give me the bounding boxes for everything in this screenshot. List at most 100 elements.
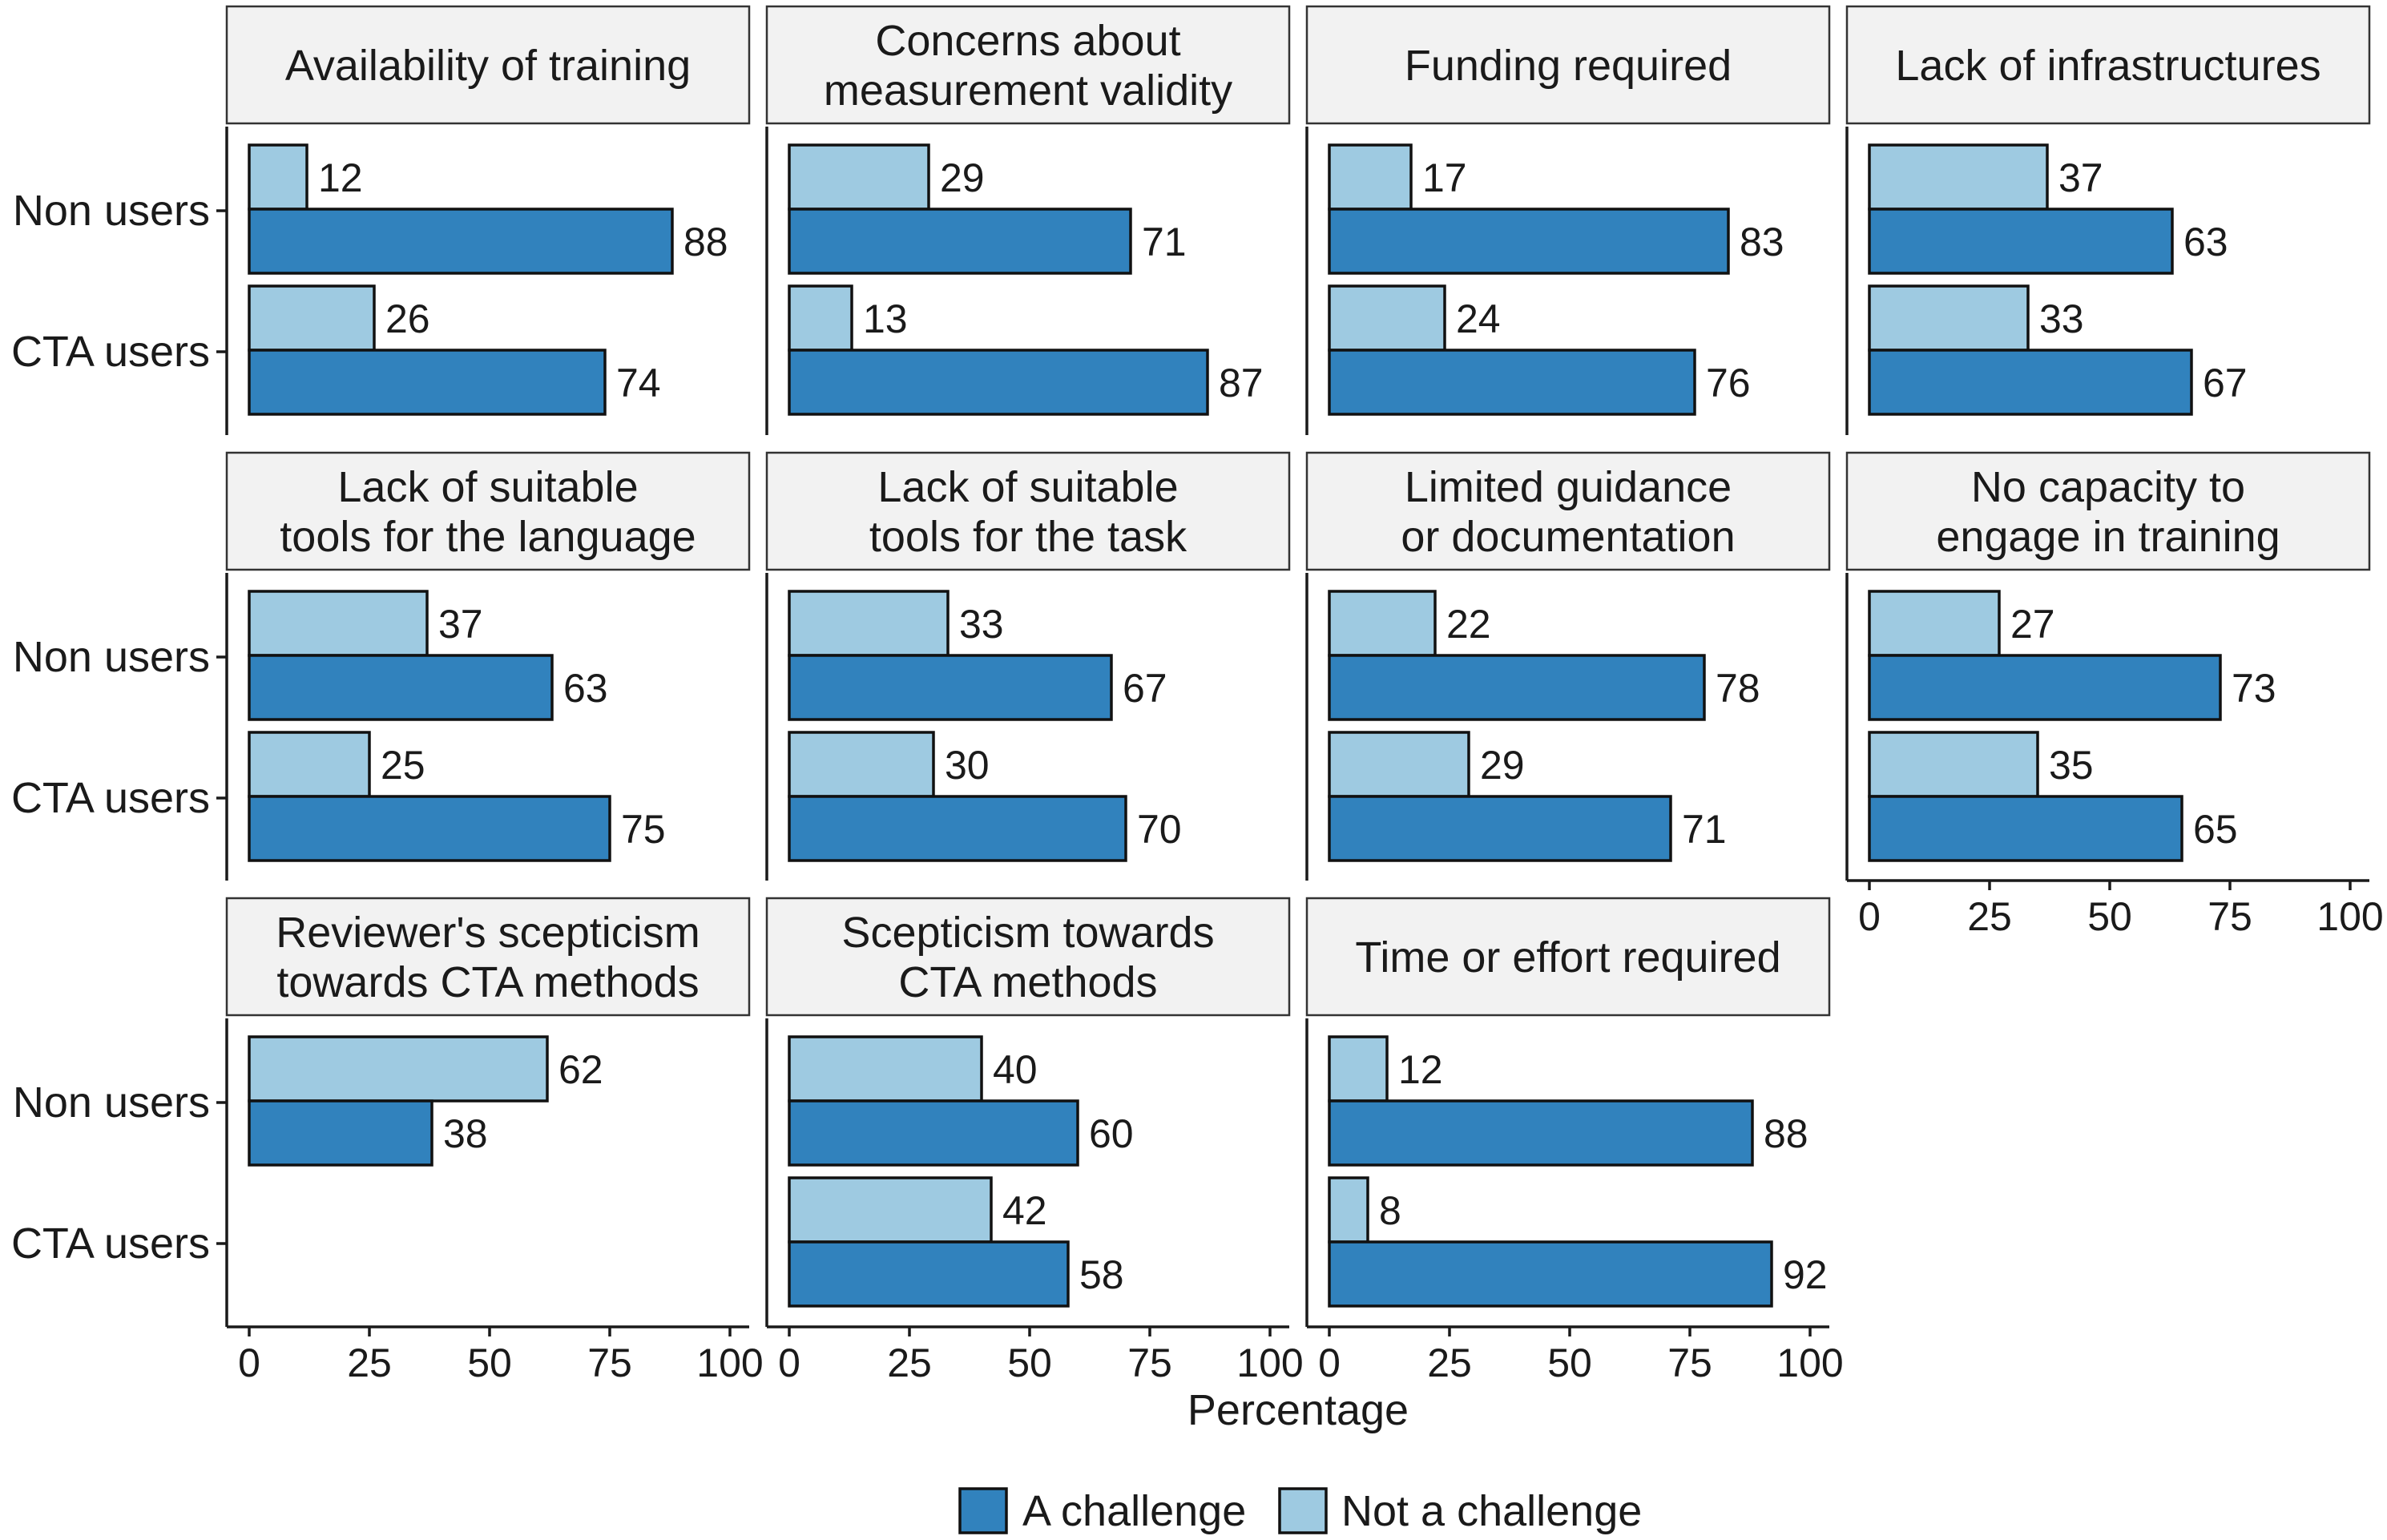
strip-background (225, 451, 751, 571)
bar-cta-users-a-challenge-label: 70 (1137, 807, 1182, 852)
bar-non-users-not-a-challenge (788, 143, 930, 211)
x-tick-label: 0 (1318, 1340, 1341, 1385)
bar-cta-users-not-a-challenge-label: 42 (1002, 1188, 1047, 1233)
bar-cta-users-a-challenge (1868, 795, 2183, 862)
bar-cta-users-a-challenge (1328, 1240, 1773, 1308)
strip-title: No capacity to (1971, 463, 2245, 511)
bar-cta-users-a-challenge-label: 58 (1079, 1252, 1124, 1297)
strip-title: Concerns about (875, 17, 1180, 65)
x-tick-label: 0 (1858, 894, 1881, 939)
strip-title: Limited guidance (1405, 463, 1732, 511)
bar-cta-users-a-challenge (788, 795, 1127, 862)
bar-non-users-a-challenge-label: 63 (563, 666, 608, 711)
bar-cta-users-a-challenge-label: 71 (1682, 807, 1727, 852)
row-label-cta-users: CTA users (11, 774, 210, 822)
strip-title: Lack of infrastructures (1895, 42, 2320, 90)
x-tick-label: 100 (696, 1340, 763, 1385)
bar-cta-users-a-challenge-label: 87 (1219, 361, 1264, 405)
bar-non-users-a-challenge-label: 88 (1764, 1111, 1808, 1156)
bar-non-users-not-a-challenge-label: 37 (438, 602, 483, 647)
bar-non-users-not-a-challenge (248, 1035, 549, 1103)
bar-non-users-not-a-challenge (788, 590, 950, 657)
strip-background (765, 897, 1291, 1017)
strip-background (1305, 5, 1831, 125)
strip-background (765, 5, 1291, 125)
bar-cta-users-a-challenge (1328, 795, 1672, 862)
x-tick-label: 25 (1967, 894, 2012, 939)
bar-cta-users-a-challenge (1328, 349, 1696, 416)
strip-title: Time or effort required (1355, 933, 1780, 982)
bar-cta-users-a-challenge-label: 74 (616, 361, 661, 405)
bar-non-users-not-a-challenge (248, 590, 429, 657)
bar-cta-users-not-a-challenge-label: 26 (385, 296, 430, 341)
bar-cta-users-a-challenge-label: 75 (621, 807, 666, 852)
bar-non-users-a-challenge (788, 654, 1113, 721)
strip-title: or documentation (1401, 513, 1735, 561)
bar-non-users-a-challenge-label: 71 (1142, 220, 1187, 264)
bar-non-users-not-a-challenge-label: 29 (940, 155, 985, 200)
legend-swatch-a-challenge (958, 1487, 1008, 1534)
bar-cta-users-a-challenge-label: 67 (2203, 361, 2248, 405)
row-label-non-users: Non users (13, 1078, 210, 1127)
bar-non-users-a-challenge (1328, 208, 1730, 275)
bar-non-users-a-challenge-label: 78 (1716, 666, 1760, 711)
bar-non-users-not-a-challenge-label: 22 (1446, 602, 1491, 647)
bar-cta-users-not-a-challenge (788, 284, 853, 352)
bar-cta-users-not-a-challenge (788, 1176, 993, 1244)
bar-cta-users-a-challenge (1868, 349, 2193, 416)
strip-title: measurement validity (824, 67, 1232, 115)
strip-background (225, 897, 751, 1017)
panel: Funding required 17 83 24 76 (1305, 5, 1831, 435)
strip-background (225, 5, 751, 125)
x-tick-label: 25 (1427, 1340, 1472, 1385)
bar-non-users-a-challenge-label: 63 (2183, 220, 2228, 264)
legend-label-not-a-challenge: Not a challenge (1341, 1487, 1642, 1535)
row-label-cta-users: CTA users (11, 1220, 210, 1268)
bar-cta-users-not-a-challenge-label: 8 (1379, 1188, 1401, 1233)
bar-non-users-a-challenge-label: 60 (1089, 1111, 1134, 1156)
strip-title: towards CTA methods (276, 958, 699, 1006)
bar-non-users-a-challenge-label: 88 (683, 220, 728, 264)
bar-cta-users-a-challenge-label: 65 (2193, 807, 2238, 852)
bar-cta-users-a-challenge (788, 349, 1209, 416)
strip-title: tools for the task (869, 513, 1187, 561)
bar-cta-users-not-a-challenge-label: 30 (945, 743, 990, 788)
bar-non-users-a-challenge (248, 208, 674, 275)
bar-non-users-not-a-challenge-label: 27 (2010, 602, 2055, 647)
bar-non-users-not-a-challenge-label: 37 (2058, 155, 2103, 200)
strip-title: CTA methods (898, 958, 1157, 1006)
bar-non-users-a-challenge (1328, 654, 1706, 721)
bar-non-users-not-a-challenge (248, 143, 308, 211)
bar-cta-users-not-a-challenge-label: 25 (381, 743, 425, 788)
bar-non-users-a-challenge (788, 1099, 1079, 1167)
bar-non-users-not-a-challenge-label: 40 (993, 1047, 1038, 1092)
x-tick-label: 100 (2316, 894, 2383, 939)
bar-non-users-not-a-challenge-label: 17 (1422, 155, 1467, 200)
bar-non-users-not-a-challenge (1328, 590, 1437, 657)
x-tick-label: 0 (778, 1340, 800, 1385)
panel: Availability of training Non users CTA use… (11, 5, 751, 435)
row-label-non-users: Non users (13, 187, 210, 235)
strip-title: Scepticism towards (841, 909, 1214, 957)
legend-label-a-challenge: A challenge (1022, 1487, 1246, 1535)
row-label-non-users: Non users (13, 633, 210, 681)
x-axis-title: Percentage (1187, 1386, 1409, 1434)
bar-non-users-a-challenge-label: 67 (1123, 666, 1167, 711)
x-tick-label: 75 (1667, 1340, 1712, 1385)
row-label-cta-users: CTA users (11, 328, 210, 376)
bar-cta-users-not-a-challenge-label: 29 (1480, 743, 1525, 788)
bar-non-users-not-a-challenge-label: 12 (318, 155, 363, 200)
strip-background (1845, 5, 2371, 125)
bar-non-users-a-challenge (248, 654, 554, 721)
x-tick-label: 50 (467, 1340, 512, 1385)
bar-non-users-a-challenge-label: 83 (1740, 220, 1784, 264)
x-tick-label: 50 (1007, 1340, 1052, 1385)
bar-cta-users-a-challenge (788, 1240, 1070, 1308)
